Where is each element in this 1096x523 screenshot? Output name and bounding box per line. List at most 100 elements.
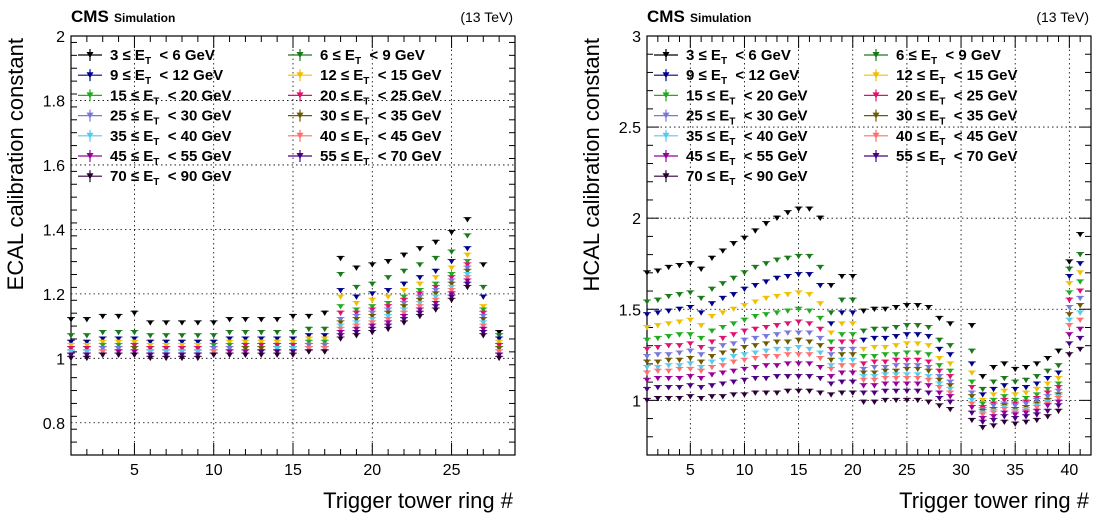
data-point xyxy=(968,385,976,391)
data-point xyxy=(697,368,705,374)
data-point xyxy=(1001,414,1008,420)
series-5 xyxy=(643,288,1085,411)
data-point xyxy=(1011,412,1019,418)
plot-frame xyxy=(646,35,1092,456)
data-point xyxy=(947,343,954,349)
data-point xyxy=(762,363,770,369)
data-point xyxy=(903,397,911,404)
data-point xyxy=(654,365,662,371)
data-point xyxy=(273,342,281,349)
data-point xyxy=(752,365,759,371)
data-point xyxy=(741,270,748,276)
data-point xyxy=(178,339,186,345)
data-point xyxy=(464,272,471,278)
data-point xyxy=(849,363,856,369)
data-point xyxy=(432,268,439,275)
data-point xyxy=(925,343,932,349)
data-point xyxy=(643,312,651,318)
data-point xyxy=(1022,401,1030,407)
data-point xyxy=(1055,396,1062,402)
legend-entry: 70 ≤ ET < 90 GeV xyxy=(654,168,808,188)
data-point xyxy=(687,374,694,380)
data-point xyxy=(838,363,846,369)
data-point xyxy=(337,272,344,278)
data-point xyxy=(432,301,439,307)
data-point xyxy=(806,253,813,260)
data-point xyxy=(827,321,835,327)
data-point xyxy=(416,310,424,316)
data-point xyxy=(643,386,651,393)
data-point xyxy=(400,268,408,275)
data-point xyxy=(448,259,455,265)
data-point xyxy=(384,323,392,329)
data-point xyxy=(384,294,392,300)
series-0 xyxy=(67,217,504,336)
data-point xyxy=(903,357,911,364)
legend-label: 9 ≤ ET < 12 GeV xyxy=(110,67,223,87)
data-point xyxy=(936,355,943,362)
data-point xyxy=(242,342,249,349)
data-point xyxy=(860,370,867,376)
data-point xyxy=(687,341,694,347)
data-point xyxy=(871,345,878,351)
data-point xyxy=(400,307,408,313)
data-point xyxy=(99,346,106,352)
data-point xyxy=(337,288,344,294)
data-point xyxy=(115,330,122,336)
data-point xyxy=(242,349,249,355)
data-point xyxy=(67,352,75,358)
data-point xyxy=(665,375,672,382)
data-point xyxy=(337,326,344,333)
data-point xyxy=(892,397,900,404)
data-point xyxy=(369,317,376,323)
legend-marker xyxy=(662,92,670,99)
data-point xyxy=(67,333,75,339)
data-point xyxy=(849,332,856,338)
data-point xyxy=(83,342,91,349)
data-point xyxy=(369,291,376,297)
series-6 xyxy=(643,295,1085,413)
data-point xyxy=(730,332,737,338)
x-tick-label: 20 xyxy=(363,462,381,479)
data-point xyxy=(827,330,835,336)
data-point xyxy=(1055,385,1062,391)
data-point xyxy=(849,390,856,396)
data-point xyxy=(194,355,202,362)
data-point xyxy=(448,297,455,304)
data-point xyxy=(817,326,824,333)
data-point xyxy=(1066,341,1073,347)
data-point xyxy=(860,377,867,384)
data-point xyxy=(353,323,360,329)
ecal-panel: 5 10 15 20 25 0.8 1 1.2 1.4 1.6 1.8 2 Trigger tower … xyxy=(3,7,516,513)
data-point xyxy=(871,335,878,342)
legend-marker xyxy=(872,92,880,99)
x-axis-title: Trigger tower ring # xyxy=(323,488,514,513)
data-point xyxy=(305,339,313,345)
data-point xyxy=(115,339,122,345)
data-point xyxy=(337,333,344,339)
data-point xyxy=(480,320,487,326)
data-point xyxy=(871,377,878,384)
series-4 xyxy=(643,279,1085,407)
data-point xyxy=(827,363,835,369)
data-point xyxy=(687,383,694,389)
legend-label: 55 ≤ ET < 70 GeV xyxy=(320,148,442,168)
data-point xyxy=(83,352,91,358)
data-point xyxy=(925,334,932,340)
data-point xyxy=(925,377,932,384)
y-tick-label: 2 xyxy=(632,211,641,228)
data-point xyxy=(871,359,878,365)
data-point xyxy=(784,321,791,327)
data-point xyxy=(806,292,813,298)
data-point xyxy=(708,372,716,378)
data-point xyxy=(849,352,856,358)
data-point xyxy=(369,310,376,316)
cms-label: CMS xyxy=(647,7,685,26)
data-point xyxy=(353,320,360,326)
legend-marker xyxy=(86,112,94,119)
data-point xyxy=(384,313,392,320)
data-point xyxy=(226,352,233,358)
y-tick-label: 3 xyxy=(632,29,641,46)
legend-entry: 6 ≤ ET < 9 GeV xyxy=(864,47,1001,67)
data-point xyxy=(1022,385,1030,391)
